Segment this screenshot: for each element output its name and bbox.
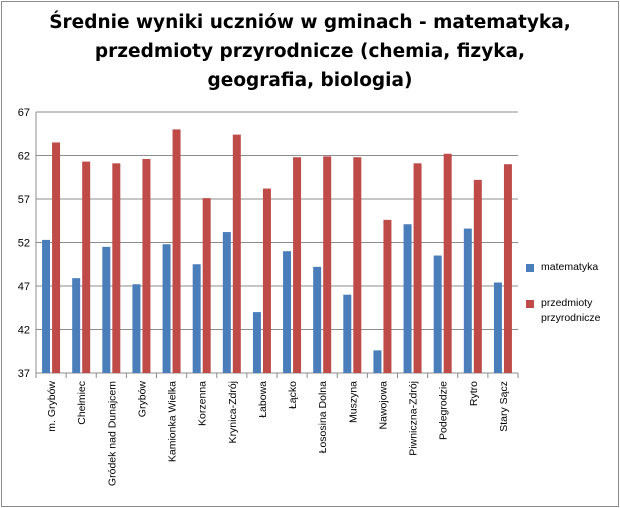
bar-przedmioty: [262, 188, 271, 373]
bar-przedmioty: [293, 157, 302, 373]
category-label: Gródek nad Dunajcem: [106, 381, 118, 486]
bar-przedmioty: [413, 163, 422, 373]
bar-matematyka: [222, 232, 231, 373]
bar-przedmioty: [353, 157, 362, 373]
category-label: Łącko: [287, 381, 299, 409]
bar-matematyka: [72, 278, 81, 373]
bar-matematyka: [373, 350, 382, 373]
bar-przedmioty: [112, 163, 121, 373]
legend-item-przedmioty: przedmioty przyrodnicze: [526, 296, 620, 326]
y-tick-label: 67: [18, 107, 30, 119]
category-label: Kamionka Wielka: [167, 381, 179, 462]
y-tick-label: 42: [18, 325, 30, 337]
bar-matematyka: [132, 284, 141, 373]
bar-przedmioty: [323, 156, 332, 373]
bar-matematyka: [283, 251, 292, 373]
y-tick-label: 52: [18, 238, 30, 250]
bar-matematyka: [463, 228, 472, 373]
category-label: Stary Sącz: [498, 381, 510, 432]
bar-przedmioty: [142, 158, 151, 373]
bar-przedmioty: [443, 153, 452, 373]
category-label: Muszyna: [347, 381, 359, 423]
bar-matematyka: [313, 266, 322, 373]
bar-matematyka: [403, 224, 412, 373]
y-tick-label: 37: [18, 368, 30, 380]
category-label: Nawojowa: [377, 381, 389, 430]
bar-matematyka: [102, 246, 111, 373]
legend: matematyka przedmioty przyrodnicze: [526, 260, 620, 326]
legend-swatch-przedmioty: [526, 300, 534, 308]
bar-przedmioty: [172, 129, 181, 373]
category-label: Piwniczna-Zdrój: [408, 381, 420, 456]
legend-swatch-matematyka: [526, 264, 534, 272]
category-label: m. Grybów: [46, 381, 58, 432]
category-label: Korzenna: [197, 381, 209, 426]
chart-title-line-2: przedmioty przyrodnicze (chemia, fizyka,: [94, 41, 526, 62]
bar-matematyka: [162, 244, 171, 373]
y-tick-label: 62: [18, 151, 30, 163]
bar-przedmioty: [383, 219, 392, 373]
bar-matematyka: [252, 312, 261, 373]
y-tick-label: 47: [18, 281, 30, 293]
bar-przedmioty: [52, 142, 61, 373]
bar-przedmioty: [503, 164, 512, 373]
bar-matematyka: [42, 239, 51, 373]
chart-title-line-3: geografia, biologia): [207, 70, 413, 91]
bar-przedmioty: [473, 179, 482, 373]
category-label: Rytro: [468, 381, 480, 406]
bar-matematyka: [192, 264, 201, 373]
category-label: Łososina Dolna: [317, 381, 329, 454]
bar-matematyka: [433, 255, 442, 373]
bar-matematyka: [493, 282, 502, 373]
category-label: Grybów: [136, 381, 148, 418]
category-label: Podegrodzie: [438, 381, 450, 440]
chart-title: Średnie wyniki uczniów w gminach - matem…: [0, 8, 620, 95]
legend-item-matematyka: matematyka: [526, 260, 620, 275]
category-label: Łabowa: [257, 381, 269, 418]
bar-przedmioty: [202, 198, 211, 373]
category-label: Krynica-Zdrój: [227, 381, 239, 443]
chart-title-line-1: Średnie wyniki uczniów w gminach - matem…: [49, 12, 571, 33]
legend-label-przedmioty: przedmioty przyrodnicze: [541, 297, 601, 324]
y-tick-label: 57: [18, 194, 30, 206]
bar-przedmioty: [82, 161, 91, 373]
legend-label-matematyka: matematyka: [541, 261, 599, 273]
bar-przedmioty: [232, 134, 241, 373]
bar-matematyka: [343, 294, 352, 373]
category-label: Chełmiec: [76, 381, 88, 425]
